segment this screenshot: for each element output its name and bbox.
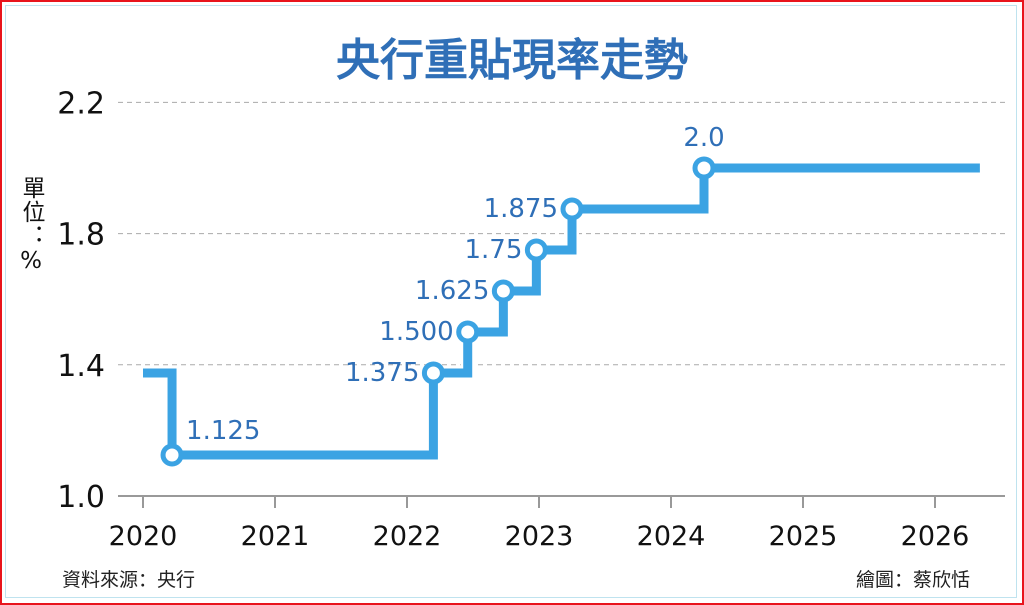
x-tick-label: 2026 <box>901 521 970 552</box>
y-tick-label: 1.8 <box>57 218 105 253</box>
data-point <box>456 320 480 344</box>
y-axis-label: 單位：% <box>18 176 44 275</box>
data-label: 1.375 <box>345 358 419 388</box>
y-tick-label: 1.4 <box>57 349 105 384</box>
data-point <box>692 156 716 180</box>
data-point <box>491 279 515 303</box>
x-tick-label: 2022 <box>373 521 442 552</box>
y-tick-label: 2.2 <box>57 86 105 121</box>
chart-title: 央行重貼現率走勢 <box>336 35 688 86</box>
source-note: 資料來源：央行 <box>62 569 195 591</box>
data-label: 1.75 <box>464 235 522 265</box>
data-label: 1.500 <box>379 317 453 347</box>
data-point <box>421 361 445 385</box>
chart-inner-border <box>5 5 1017 598</box>
x-tick-label: 2025 <box>769 521 838 552</box>
data-point <box>160 443 184 467</box>
data-label: 1.625 <box>415 276 489 306</box>
data-point <box>524 238 548 262</box>
x-tick-label: 2021 <box>241 521 310 552</box>
data-label: 1.125 <box>186 416 260 446</box>
x-tick-label: 2023 <box>505 521 574 552</box>
x-tick-label: 2020 <box>109 521 178 552</box>
data-label: 1.875 <box>484 194 558 224</box>
y-tick-label: 1.0 <box>57 480 105 515</box>
credit-note: 繪圖：蔡欣恬 <box>856 569 970 591</box>
data-point <box>560 197 584 221</box>
series-line <box>143 163 980 460</box>
x-tick-label: 2024 <box>637 521 706 552</box>
data-label: 2.0 <box>683 123 724 153</box>
